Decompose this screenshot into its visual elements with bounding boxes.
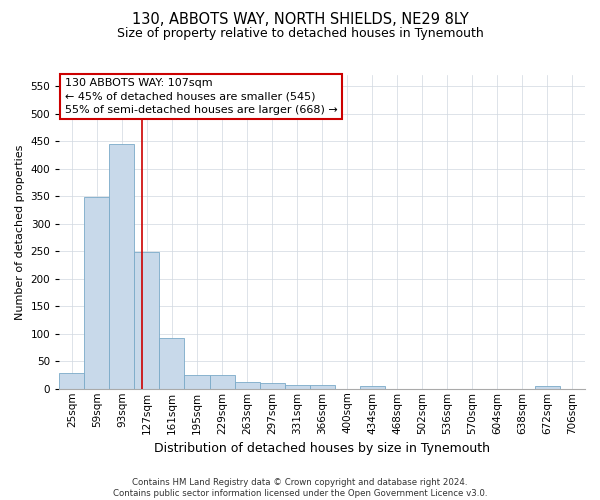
Bar [235, 382, 260, 389]
Bar [360, 386, 385, 389]
Bar [209, 375, 235, 389]
X-axis label: Distribution of detached houses by size in Tynemouth: Distribution of detached houses by size … [154, 442, 490, 455]
Text: Contains HM Land Registry data © Crown copyright and database right 2024.
Contai: Contains HM Land Registry data © Crown c… [113, 478, 487, 498]
Bar [85, 196, 109, 389]
Bar [160, 338, 184, 389]
Text: Size of property relative to detached houses in Tynemouth: Size of property relative to detached ho… [116, 28, 484, 40]
Bar [134, 252, 160, 389]
Bar [109, 144, 134, 389]
Bar [184, 375, 209, 389]
Bar [284, 385, 310, 389]
Text: 130, ABBOTS WAY, NORTH SHIELDS, NE29 8LY: 130, ABBOTS WAY, NORTH SHIELDS, NE29 8LY [131, 12, 469, 28]
Bar [260, 384, 284, 389]
Bar [310, 386, 335, 389]
Bar [59, 374, 85, 389]
Y-axis label: Number of detached properties: Number of detached properties [15, 144, 25, 320]
Text: 130 ABBOTS WAY: 107sqm
← 45% of detached houses are smaller (545)
55% of semi-de: 130 ABBOTS WAY: 107sqm ← 45% of detached… [65, 78, 337, 114]
Bar [535, 386, 560, 389]
